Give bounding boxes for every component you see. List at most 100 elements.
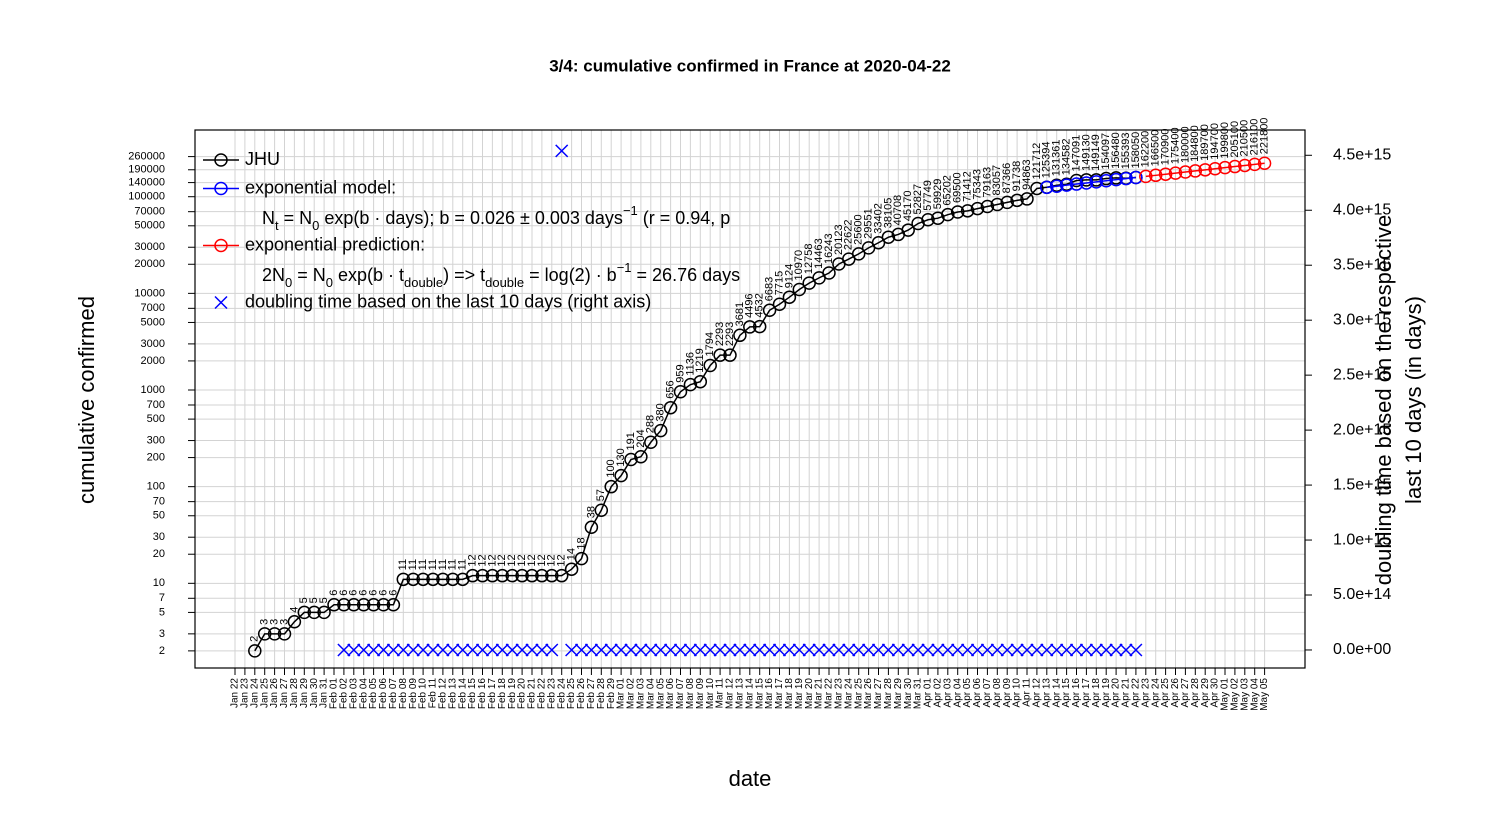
data-point xyxy=(960,204,975,218)
data-point xyxy=(644,435,658,450)
data-point xyxy=(1060,643,1074,657)
x-tick-label: Mar 03 xyxy=(636,678,647,710)
data-point xyxy=(1000,195,1014,210)
data-label: 40708 xyxy=(892,195,904,226)
x-tick-label: Feb 17 xyxy=(487,678,498,710)
chart-title: 3/4: cumulative confirmed in France at 2… xyxy=(549,56,951,75)
x-tick-label: Feb 26 xyxy=(576,678,587,710)
data-label: 959 xyxy=(674,364,686,382)
x-tick-label: Apr 11 xyxy=(1022,678,1033,707)
data-label: 11 xyxy=(427,559,439,570)
data-point xyxy=(386,643,400,657)
x-tick-label: Feb 29 xyxy=(606,678,617,710)
data-label: 71412 xyxy=(962,171,974,202)
x-tick-label: Mar 08 xyxy=(685,678,696,710)
series-line xyxy=(1145,162,1265,178)
x-tick-label: Mar 16 xyxy=(764,678,775,710)
legend-marker xyxy=(214,153,228,167)
data-point xyxy=(327,598,341,612)
x-tick-label: Apr 23 xyxy=(1140,678,1151,708)
x-tick-label: Feb 06 xyxy=(378,678,389,710)
data-label: 1794 xyxy=(704,332,716,356)
data-point xyxy=(792,643,806,657)
data-point xyxy=(980,643,994,657)
x-tick-label: Feb 07 xyxy=(388,678,399,710)
data-label: 6 xyxy=(387,590,399,596)
data-point xyxy=(357,643,371,657)
y-tick-label: 5000 xyxy=(141,316,165,328)
data-point xyxy=(941,207,955,222)
series-line xyxy=(254,176,1136,652)
data-label: 147091 xyxy=(1070,135,1082,172)
data-point xyxy=(347,643,361,657)
data-point xyxy=(604,643,618,657)
data-point xyxy=(1148,168,1163,183)
data-label: 7715 xyxy=(773,271,785,295)
data-point xyxy=(634,643,648,657)
data-point xyxy=(752,319,767,334)
y-tick-label: 5 xyxy=(159,606,165,618)
x-tick-label: Jan 24 xyxy=(249,678,260,708)
data-label: 149130 xyxy=(1080,134,1092,171)
legend-label: exponential prediction: xyxy=(245,234,425,254)
data-point xyxy=(545,643,559,657)
data-point xyxy=(495,643,509,657)
data-point xyxy=(367,643,381,657)
x-tick-label: Feb 05 xyxy=(368,678,379,710)
data-label: 194700 xyxy=(1209,123,1221,160)
data-point xyxy=(485,568,500,583)
data-point xyxy=(396,572,411,587)
data-point xyxy=(257,627,272,641)
data-point xyxy=(1049,179,1064,193)
legend-label: doubling time based on the last 10 days … xyxy=(245,291,651,311)
data-label: 6 xyxy=(338,590,350,596)
y2-axis-label: doubling time based on the respective xyxy=(1371,215,1396,586)
data-point xyxy=(337,643,351,657)
data-point xyxy=(376,643,391,657)
x-tick-label: Feb 22 xyxy=(537,678,548,710)
y-tick-label: 140000 xyxy=(128,176,165,188)
data-label: 12 xyxy=(496,554,508,566)
data-label: 184800 xyxy=(1189,125,1201,162)
data-point xyxy=(1188,164,1203,178)
data-label: 221800 xyxy=(1259,118,1271,155)
data-label: 158050 xyxy=(1130,132,1142,169)
data-point xyxy=(1198,163,1212,177)
x-tick-label: Apr 24 xyxy=(1150,678,1161,708)
x-tick-label: Mar 06 xyxy=(665,678,676,710)
data-label: 204 xyxy=(635,429,647,447)
data-label: 149149 xyxy=(1090,134,1102,171)
data-point xyxy=(515,643,529,657)
data-point xyxy=(970,201,985,216)
legend-marker xyxy=(214,181,228,196)
x-tick-label: Apr 14 xyxy=(1051,678,1062,708)
y2-tick-label: 1.0e+15 xyxy=(1333,531,1391,548)
data-point xyxy=(287,615,302,629)
x-tick-label: Apr 08 xyxy=(992,678,1003,708)
data-point xyxy=(683,377,698,392)
data-point xyxy=(713,643,727,657)
data-label: 6 xyxy=(377,590,389,596)
data-label: 9124 xyxy=(783,264,795,288)
data-label: 125394 xyxy=(1041,141,1053,178)
x-tick-label: Mar 25 xyxy=(853,678,864,710)
data-point xyxy=(881,643,895,657)
data-label: 45170 xyxy=(902,190,914,221)
x-tick-label: Apr 13 xyxy=(1041,678,1052,708)
data-point xyxy=(535,568,549,583)
data-point xyxy=(495,568,510,583)
data-point xyxy=(733,328,747,343)
data-point xyxy=(802,643,816,657)
data-point xyxy=(584,643,598,657)
data-label: 11 xyxy=(457,559,469,570)
x-tick-label: Apr 28 xyxy=(1190,678,1201,708)
data-point xyxy=(980,199,995,214)
y2-tick-label: 3.0e+15 xyxy=(1333,311,1391,328)
data-label: 75343 xyxy=(971,169,983,200)
legend-label: exponential model: xyxy=(245,177,396,197)
data-point xyxy=(743,643,757,657)
data-point xyxy=(1208,161,1222,176)
x-tick-label: Jan 28 xyxy=(289,678,300,708)
data-label: 11 xyxy=(437,559,449,570)
data-point xyxy=(545,568,559,583)
